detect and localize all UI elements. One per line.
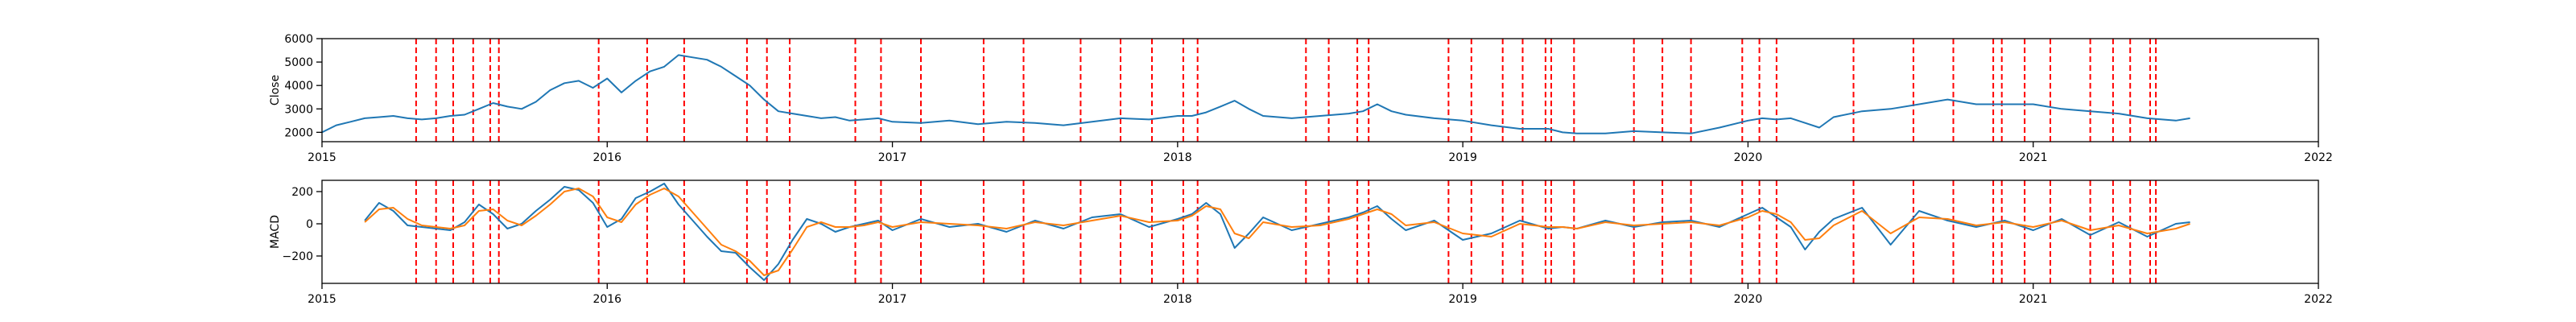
x-tick-label: 2015 [308,293,336,306]
x-tick-label: 2021 [2019,151,2048,164]
close-price-panel: 2015 2016 2017 2018 2019 2020 2021 2022 2000 3000… [269,33,2333,164]
y-tick-label: 3000 [284,103,313,116]
y-tick-label: 0 [306,218,313,231]
macd-panel: 2015 2016 2017 2018 2019 2020 2021 2022 −200 0 200… [269,180,2333,306]
close-line [322,54,2190,134]
y-axis-label: MACD [269,215,282,249]
axes-frame [321,180,2319,284]
x-tick-label: 2020 [1734,293,1763,306]
x-tick-label: 2018 [1163,151,1192,164]
y-tick-label: 6000 [284,33,313,46]
x-tick-label: 2018 [1163,293,1192,306]
x-tick-label: 2022 [2304,151,2333,164]
y-tick-label: 5000 [284,56,313,69]
x-tick-label: 2017 [878,293,907,306]
x-tick-label: 2019 [1448,293,1477,306]
y-tick-label: 2000 [284,126,313,139]
x-tick-label: 2016 [592,151,621,164]
x-tick-label: 2016 [592,293,621,306]
x-tick-label: 2019 [1448,151,1477,164]
axes-frame [321,38,2319,142]
y-tick-label: −200 [283,250,313,263]
x-tick-label: 2022 [2304,293,2333,306]
signal-line [364,188,2190,276]
x-tick-label: 2015 [308,151,336,164]
x-tick-label: 2020 [1734,151,1763,164]
x-tick-label: 2017 [878,151,907,164]
macd-line [364,183,2190,281]
y-tick-label: 200 [291,186,313,199]
y-tick-label: 4000 [284,80,313,93]
y-axis-label: Close [269,75,282,105]
x-tick-label: 2021 [2019,293,2048,306]
